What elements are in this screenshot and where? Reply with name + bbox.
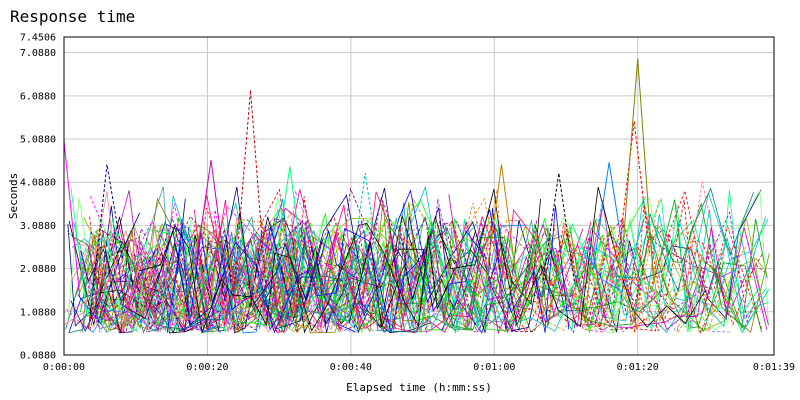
series-line (441, 285, 498, 334)
series-line (87, 207, 303, 333)
series-peak-line (592, 162, 626, 269)
series-peak-line (485, 164, 518, 286)
series-line (510, 223, 584, 333)
y-tick-label: 1.0880 (20, 307, 56, 318)
series-line (87, 207, 510, 333)
series-line (166, 227, 419, 334)
series-line (241, 219, 284, 317)
series-line (88, 209, 277, 324)
series-peak-line (90, 164, 124, 307)
series-line (531, 229, 722, 334)
series-line (416, 226, 603, 330)
x-tick-label: 0:00:40 (330, 362, 372, 373)
y-axis-title: Seconds (7, 173, 20, 219)
series-line (495, 247, 633, 334)
series-line (82, 198, 302, 333)
series-line (98, 196, 538, 334)
series-line (282, 187, 709, 333)
series-peak-line (686, 181, 719, 287)
y-tick-label: 7.4506 (20, 33, 56, 44)
series-line (97, 220, 177, 329)
series-line (202, 219, 454, 333)
series-line (614, 187, 754, 292)
series-line (301, 226, 519, 330)
series-line (602, 189, 763, 329)
series-line (654, 202, 746, 329)
series-peak-line (617, 121, 651, 256)
x-tick-label: 0:01:00 (473, 362, 515, 373)
series-line (522, 225, 754, 331)
series-line (80, 216, 290, 329)
series-peak-line (621, 58, 654, 281)
series-line (457, 255, 502, 322)
series-line (99, 242, 160, 312)
series-line (348, 186, 706, 328)
x-axis-title: Elapsed time (h:mm:ss) (346, 381, 492, 394)
y-tick-label: 6.0880 (20, 91, 56, 102)
series-line (76, 190, 312, 331)
y-tick-label: 3.0880 (20, 221, 56, 232)
x-tick-label: 0:01:39 (753, 362, 795, 373)
series-line (93, 203, 274, 333)
chart-title: Response time (10, 7, 136, 26)
series-line (304, 203, 412, 334)
y-tick-label: 5.0880 (20, 135, 56, 146)
series-line (551, 250, 711, 333)
series-line (139, 222, 456, 334)
series-line (120, 189, 342, 332)
series-line (89, 247, 111, 331)
series-line (448, 194, 769, 335)
y-tick-label: 4.0880 (20, 178, 56, 189)
x-tick-label: 0:01:20 (617, 362, 659, 373)
y-tick-label: 2.0880 (20, 264, 56, 275)
series-line (660, 253, 770, 334)
plot-border (63, 36, 775, 356)
series-line (465, 230, 488, 260)
series-group (63, 58, 770, 335)
series-line (395, 227, 762, 332)
series-line (325, 245, 403, 334)
x-tick-label: 0:00:00 (43, 362, 85, 373)
series-line (546, 211, 748, 324)
x-tick-label: 0:00:20 (186, 362, 228, 373)
series-line (560, 218, 759, 333)
series-line (66, 205, 469, 333)
series-peak-line (542, 173, 576, 284)
series-line (73, 237, 369, 333)
series-line (215, 191, 592, 332)
series-line (246, 215, 571, 333)
series-line (645, 216, 766, 333)
series-line (147, 229, 433, 333)
series-peak-line (348, 173, 382, 288)
series-peak-line (273, 166, 307, 289)
y-tick-labels: 0.0880 1.0880 2.0880 3.0880 4.0880 5.0880 6.08… (20, 33, 56, 362)
series-line (114, 231, 190, 307)
series-line (467, 197, 674, 334)
series-peak-line (194, 160, 228, 282)
x-tick-labels: 0:00:00 0:00:20 0:00:40 0:01:00 0:01:20 0:01:… (43, 362, 795, 373)
y-tick-label: 7.0880 (20, 48, 56, 59)
series-line (634, 204, 768, 333)
series-line (193, 199, 425, 333)
series-line (650, 217, 762, 323)
series-line (75, 230, 308, 332)
series-line (125, 241, 365, 334)
series-peak-line (234, 90, 267, 294)
series-line (582, 217, 645, 293)
series-line (570, 196, 647, 295)
y-tick-label: 0.0880 (20, 351, 56, 362)
series-line (91, 225, 312, 333)
series-line (407, 185, 770, 332)
series-line (80, 186, 324, 326)
